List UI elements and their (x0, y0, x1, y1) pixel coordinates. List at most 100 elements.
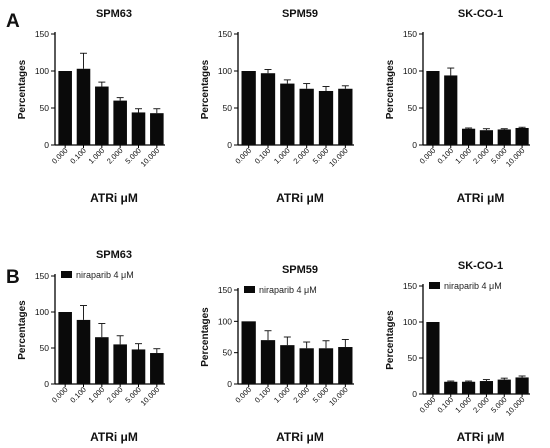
x-tick-label: 1.000 (272, 385, 292, 405)
x-tick-label: 0.100 (253, 385, 273, 405)
y-tick-label: 150 (218, 29, 232, 39)
y-tick-label: 100 (35, 307, 49, 317)
chart-title: SPM59 (282, 264, 318, 276)
y-axis-label: Percentages (17, 300, 28, 360)
bar (338, 347, 353, 384)
x-tick-label: 2.000 (105, 146, 125, 166)
y-tick-label: 100 (218, 316, 232, 326)
x-tick-label: 2.000 (471, 146, 491, 166)
panel-label-a: A (6, 11, 20, 32)
chart-2: SPM59 0 50 100 150 Percentages 0.000 0.100 1.000… (200, 8, 354, 205)
bar (113, 100, 127, 145)
x-axis-label: ATRi μM (276, 191, 324, 205)
y-tick-label: 100 (403, 66, 417, 76)
x-tick-label: 10.000 (504, 146, 527, 169)
x-axis-label: ATRi μM (276, 430, 324, 444)
bar (338, 88, 353, 145)
x-axis-label: ATRi μM (457, 430, 505, 444)
bar (150, 353, 164, 384)
x-tick-label: 0.100 (436, 395, 456, 415)
chart-title: SPM63 (96, 249, 132, 261)
bar (58, 312, 72, 384)
x-tick-label: 1.000 (453, 395, 473, 415)
chart-title: SK-CO-1 (458, 8, 503, 20)
bar (260, 340, 276, 384)
x-tick-label: 1.000 (272, 146, 292, 166)
y-tick-label: 150 (35, 29, 49, 39)
legend-swatch (61, 271, 72, 278)
bar (95, 337, 109, 384)
bar (515, 127, 529, 145)
x-tick-label: 0.000 (50, 385, 70, 405)
x-tick-label: 0.000 (233, 146, 253, 166)
bar (299, 88, 314, 145)
y-tick-label: 0 (227, 379, 232, 389)
x-tick-label: 10.000 (139, 146, 162, 169)
y-tick-label: 50 (40, 103, 50, 113)
bar (76, 319, 91, 384)
panel-label-b: B (6, 267, 20, 288)
legend-swatch (244, 286, 255, 293)
y-tick-label: 0 (44, 140, 49, 150)
x-axis-label: ATRi μM (90, 430, 138, 444)
y-axis-label: Percentages (385, 59, 396, 119)
bar (95, 86, 109, 145)
x-tick-label: 0.100 (68, 385, 88, 405)
bar (461, 128, 476, 145)
legend-label: niraparib 4 μM (259, 285, 317, 295)
chart-3: SK-CO-1 0 50 100 150 Percentages 0.0000.1001.0… (385, 8, 530, 205)
y-tick-label: 50 (408, 103, 418, 113)
y-tick-label: 50 (223, 103, 233, 113)
legend-label: niraparib 4 μM (444, 281, 502, 291)
bar (150, 113, 164, 145)
x-tick-label: 10.000 (139, 385, 162, 408)
y-tick-label: 100 (35, 66, 49, 76)
bar (131, 112, 146, 145)
x-tick-label: 1.000 (87, 146, 107, 166)
chart-5: SPM59 0 50 100 150 Percentages 0.000 0.100 1.000… (200, 264, 354, 444)
y-tick-label: 0 (44, 379, 49, 389)
legend-label: niraparib 4 μM (76, 270, 134, 280)
bar (426, 71, 440, 145)
bar (241, 321, 256, 384)
bar (318, 90, 334, 145)
chart-title: SPM59 (282, 8, 318, 20)
y-tick-label: 50 (408, 353, 418, 363)
y-axis-label: Percentages (385, 310, 396, 370)
bar (131, 349, 146, 384)
bar (515, 377, 529, 394)
x-tick-label: 0.000 (50, 146, 70, 166)
y-tick-label: 50 (40, 343, 50, 353)
x-axis-label: ATRi μM (90, 191, 138, 205)
bar (318, 348, 334, 384)
chart-title: SPM63 (96, 8, 132, 20)
chart-4: SPM63 0 50 100 150 Percentages 0.0000.1001.000… (17, 249, 165, 444)
bar (58, 71, 72, 145)
y-axis-label: Percentages (200, 59, 211, 119)
chart-6: SK-CO-1 0 50 100 150 Percentages 0.0000.1001.0… (385, 260, 530, 444)
x-tick-label: 1.000 (87, 385, 107, 405)
x-tick-label: 0.000 (233, 385, 253, 405)
chart-1: SPM63 0 50 100 150 Percentages 0.0000.1001.000… (17, 8, 165, 205)
bar (76, 68, 91, 145)
bar (497, 379, 511, 394)
y-tick-label: 150 (35, 271, 49, 281)
bar (444, 381, 458, 394)
x-tick-label: 0.100 (436, 146, 456, 166)
x-tick-label: 10.000 (327, 146, 350, 169)
x-tick-label: 0.000 (418, 395, 438, 415)
bar (497, 129, 511, 145)
x-tick-label: 10.000 (504, 395, 527, 418)
bar (260, 73, 276, 145)
y-tick-label: 150 (218, 285, 232, 295)
bar (426, 322, 440, 394)
x-tick-label: 1.000 (453, 146, 473, 166)
x-tick-label: 0.000 (418, 146, 438, 166)
y-tick-label: 100 (218, 66, 232, 76)
y-axis-label: Percentages (200, 307, 211, 367)
x-tick-label: 10.000 (327, 385, 350, 408)
y-tick-label: 150 (403, 29, 417, 39)
x-tick-label: 2.000 (471, 395, 491, 415)
legend-swatch (429, 282, 440, 289)
